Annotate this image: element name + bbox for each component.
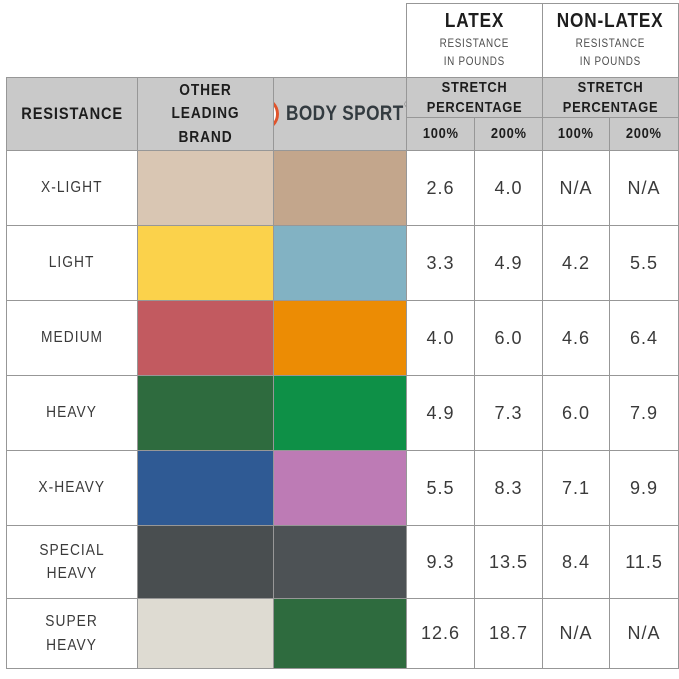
group-header-row: LATEX RESISTANCE IN POUNDS NON-LATEX RES… xyxy=(6,3,679,78)
column-header-row: RESISTANCE OTHER LEADING BRAND B BODY SP… xyxy=(6,77,679,151)
latex-subtitle: RESISTANCE IN POUNDS xyxy=(439,38,510,68)
row-label: LIGHT xyxy=(6,225,138,301)
latex-stretch-percentage-header: STRETCH PERCENTAGE xyxy=(406,77,544,118)
body-sport-swatch xyxy=(272,150,408,226)
other-brand-swatch xyxy=(137,450,274,526)
table-row-super-heavy: SUPER HEAVY 12.6 18.7 N/A N/A xyxy=(6,598,679,669)
table-row-x-heavy: X-HEAVY 5.5 8.3 7.1 9.9 xyxy=(6,450,679,526)
other-brand-swatch xyxy=(137,375,274,451)
other-brand-column-header: OTHER LEADING BRAND xyxy=(137,77,274,151)
value-cell: 4.9 xyxy=(474,225,544,301)
value-cell: 6.0 xyxy=(542,375,611,451)
body-sport-swatch xyxy=(272,450,408,526)
value-cell: 4.0 xyxy=(406,300,476,376)
value-cell: 4.2 xyxy=(542,225,611,301)
table-row-x-light: X-LIGHT 2.6 4.0 N/A N/A xyxy=(6,150,679,226)
table-row-special-heavy: SPECIAL HEAVY 9.3 13.5 8.4 11.5 xyxy=(6,525,679,599)
other-brand-swatch xyxy=(137,225,274,301)
row-label: X-HEAVY xyxy=(6,450,138,526)
value-cell: 4.6 xyxy=(542,300,611,376)
value-cell: 6.4 xyxy=(609,300,679,376)
value-cell: 6.0 xyxy=(474,300,544,376)
row-label: SPECIAL HEAVY xyxy=(6,525,138,599)
non-latex-stretch-percentage-header: STRETCH PERCENTAGE xyxy=(542,77,679,118)
value-cell: N/A xyxy=(609,598,679,669)
other-brand-swatch xyxy=(137,150,274,226)
table-row-heavy: HEAVY 4.9 7.3 6.0 7.9 xyxy=(6,375,679,451)
body-sport-logo-icon: B xyxy=(274,97,279,131)
latex-title: LATEX xyxy=(444,10,505,33)
row-label: HEAVY xyxy=(6,375,138,451)
non-latex-group-header: NON-LATEX RESISTANCE IN POUNDS xyxy=(542,3,679,78)
row-label: SUPER HEAVY xyxy=(6,598,138,669)
latex-200-header: 200% xyxy=(474,117,544,151)
non-latex-title: NON-LATEX xyxy=(557,10,664,33)
value-cell: 9.3 xyxy=(406,525,476,599)
value-cell: 4.0 xyxy=(474,150,544,226)
value-cell: 12.6 xyxy=(406,598,476,669)
value-cell: 4.9 xyxy=(406,375,476,451)
other-brand-label: OTHER LEADING BRAND xyxy=(171,82,240,146)
value-cell: 5.5 xyxy=(406,450,476,526)
latex-100-header: 100% xyxy=(406,117,476,151)
body-sport-swatch xyxy=(272,225,408,301)
other-brand-swatch xyxy=(137,300,274,376)
latex-group-header: LATEX RESISTANCE IN POUNDS xyxy=(406,3,544,78)
value-cell: 7.1 xyxy=(542,450,611,526)
value-cell: 11.5 xyxy=(609,525,679,599)
row-label: X-LIGHT xyxy=(6,150,138,226)
body-sport-swatch xyxy=(272,375,408,451)
value-cell: 8.4 xyxy=(542,525,611,599)
value-cell: 2.6 xyxy=(406,150,476,226)
table-row-light: LIGHT 3.3 4.9 4.2 5.5 xyxy=(6,225,679,301)
non-latex-100-header: 100% xyxy=(542,117,611,151)
value-cell: 3.3 xyxy=(406,225,476,301)
percent-header-row: 100% 200% 100% 200% xyxy=(7,117,679,151)
table-row-medium: MEDIUM 4.0 6.0 4.6 6.4 xyxy=(6,300,679,376)
non-latex-subtitle: RESISTANCE IN POUNDS xyxy=(575,38,646,68)
resistance-label: RESISTANCE xyxy=(21,103,123,123)
value-cell: N/A xyxy=(542,598,611,669)
resistance-column-header: RESISTANCE xyxy=(6,77,138,151)
value-cell: 7.3 xyxy=(474,375,544,451)
other-brand-swatch xyxy=(137,598,274,669)
body-sport-swatch xyxy=(272,300,408,376)
body-sport-wordmark: BODY SPORT® xyxy=(286,100,406,126)
body-sport-swatch xyxy=(272,525,408,599)
value-cell: 18.7 xyxy=(474,598,544,669)
value-cell: N/A xyxy=(542,150,611,226)
comparison-table: LATEX RESISTANCE IN POUNDS NON-LATEX RES… xyxy=(6,3,679,669)
registered-mark: ® xyxy=(404,100,405,109)
body-sport-swatch xyxy=(272,598,408,669)
value-cell: 7.9 xyxy=(609,375,679,451)
value-cell: 13.5 xyxy=(474,525,544,599)
top-left-spacer xyxy=(6,3,407,78)
value-cell: 5.5 xyxy=(609,225,679,301)
other-brand-swatch xyxy=(137,525,274,599)
row-label: MEDIUM xyxy=(6,300,138,376)
value-cell: 8.3 xyxy=(474,450,544,526)
body-sport-column-header: B BODY SPORT® xyxy=(272,77,408,151)
non-latex-200-header: 200% xyxy=(609,117,679,151)
value-cell: 9.9 xyxy=(609,450,679,526)
value-cell: N/A xyxy=(609,150,679,226)
